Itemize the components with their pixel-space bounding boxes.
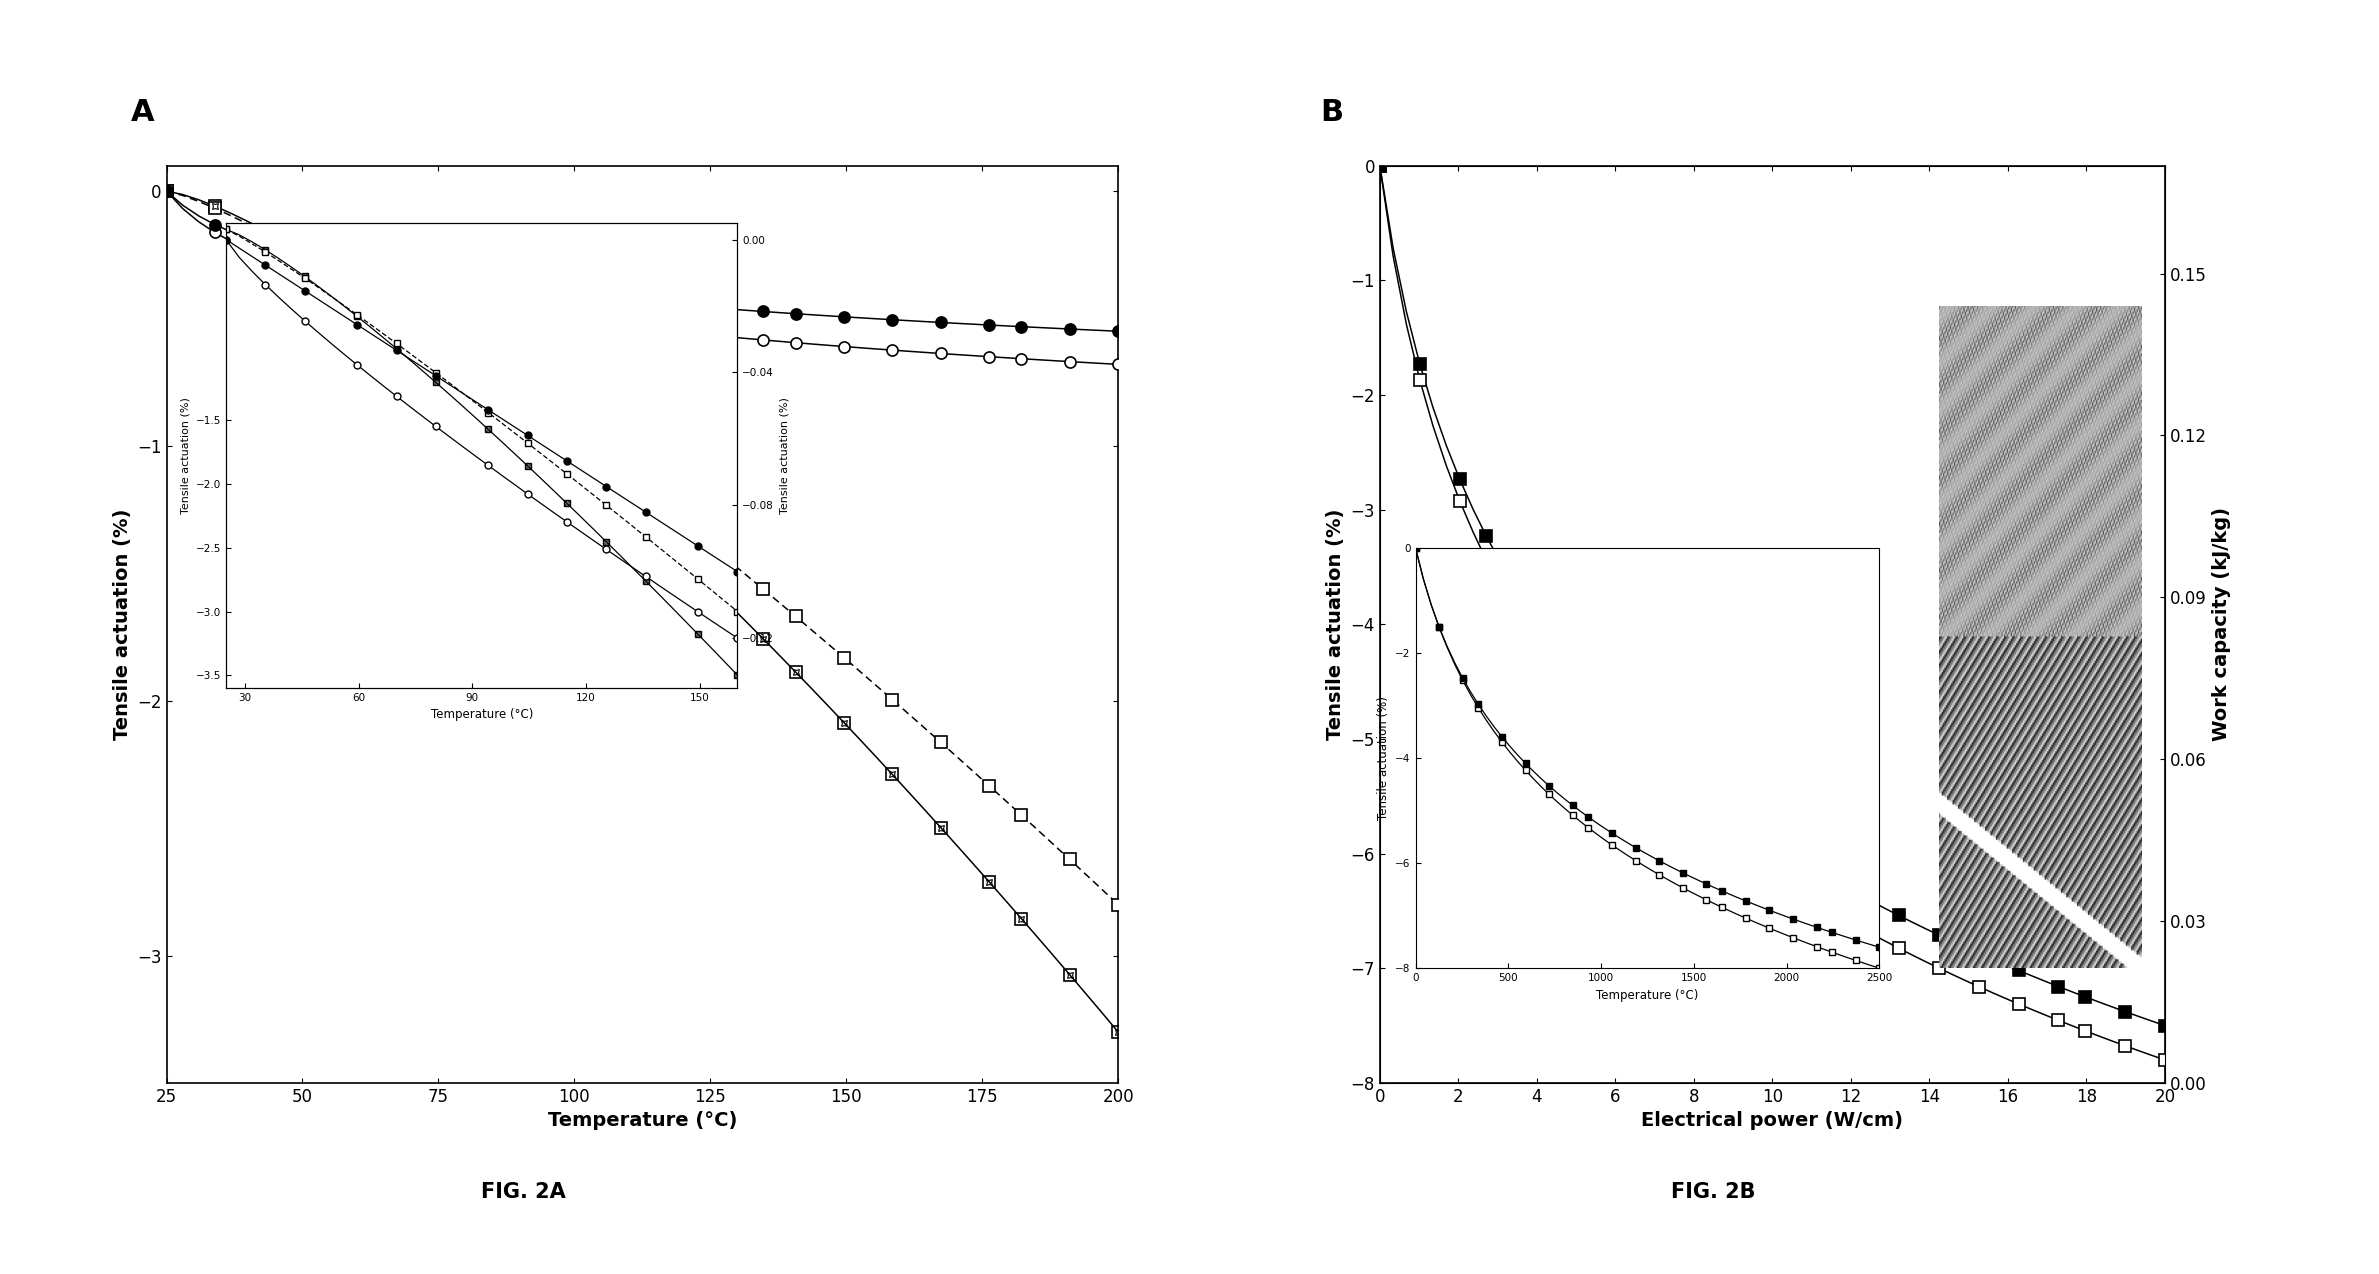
Text: FIG. 2A: FIG. 2A bbox=[481, 1181, 566, 1201]
X-axis label: Temperature (°C): Temperature (°C) bbox=[1596, 989, 1699, 1001]
X-axis label: Temperature (°C): Temperature (°C) bbox=[547, 1111, 737, 1130]
Y-axis label: Tensile actuation (%): Tensile actuation (%) bbox=[112, 508, 131, 740]
Text: A: A bbox=[131, 98, 155, 127]
Y-axis label: Tensile actuation (%): Tensile actuation (%) bbox=[1377, 696, 1389, 820]
Text: B: B bbox=[1320, 98, 1344, 127]
Y-axis label: Tensile actuation (%): Tensile actuation (%) bbox=[780, 397, 790, 513]
Text: FIG. 2B: FIG. 2B bbox=[1670, 1181, 1756, 1201]
Y-axis label: Work capacity (kJ/kg): Work capacity (kJ/kg) bbox=[2212, 507, 2232, 741]
X-axis label: Temperature (°C): Temperature (°C) bbox=[431, 708, 533, 721]
X-axis label: Electrical power (W/cm): Electrical power (W/cm) bbox=[1642, 1111, 1903, 1130]
Y-axis label: Tensile actuation (%): Tensile actuation (%) bbox=[1325, 508, 1344, 740]
Y-axis label: Tensile actuation (%): Tensile actuation (%) bbox=[181, 397, 190, 513]
